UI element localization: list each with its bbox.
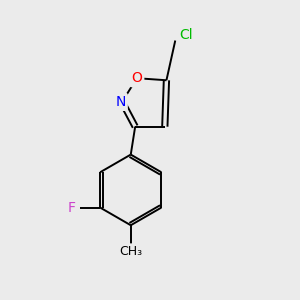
Text: F: F [67, 201, 75, 214]
Text: CH₃: CH₃ [119, 245, 142, 258]
Text: Cl: Cl [179, 28, 192, 42]
Text: O: O [131, 71, 142, 85]
Text: N: N [116, 95, 126, 109]
